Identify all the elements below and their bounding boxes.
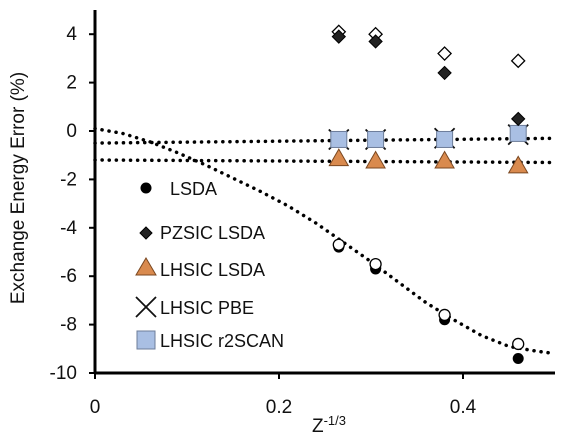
data-points (328, 24, 529, 364)
legend-item-lhsic-lsda: LHSIC LSDA (135, 257, 265, 280)
trendline-2 (93, 158, 557, 165)
lhsic-lsda-point-1 (365, 150, 386, 169)
y-tick-label: -10 (50, 363, 77, 384)
lhsic-r2scan-point-3 (509, 124, 527, 142)
pzsic-lsda-point-0 (331, 29, 347, 44)
y-axis-label: Exchange Energy Error (%) (8, 72, 29, 304)
legend-item-lhsic-pbe: LHSIC PBE (135, 296, 254, 318)
legend: LSDA PZSIC LSDA LHSIC LSDA LHSIC PBE LHS… (135, 179, 284, 351)
series-1-point-2 (438, 308, 451, 322)
legend-item-pzsic-lsda: PZSIC LSDA (139, 223, 265, 243)
series-1-point-3 (512, 337, 525, 351)
series-1-point-0 (332, 238, 345, 251)
lhsic-r2scan-point-1 (367, 130, 385, 148)
x-axis-label-base: Z (312, 416, 324, 436)
x-tick-label: 0.2 (266, 397, 292, 418)
y-tick-label: -2 (60, 169, 77, 190)
legend-marker-pzsic-lsda (139, 226, 153, 240)
legend-label-lsda: LSDA (170, 179, 217, 199)
x-tick-label: 0 (90, 397, 101, 418)
y-tick-label: -6 (60, 266, 77, 287)
y-tick-label: 2 (66, 73, 77, 94)
y-tick-label: -4 (60, 218, 77, 239)
lhsic-r2scan-point-0 (330, 130, 348, 148)
pzsic-lsda-point-3 (510, 111, 526, 127)
legend-marker-lsda (140, 182, 152, 194)
y-tick-label: 0 (66, 121, 77, 142)
trendline-0 (93, 126, 557, 356)
lhsic-lsda-point-2 (434, 150, 455, 169)
legend-label-pzsic-lsda: PZSIC LSDA (160, 223, 265, 243)
pzsic-lsda-point-2 (437, 65, 452, 81)
legend-marker-lhsic-lsda (135, 257, 157, 276)
legend-item-lhsic-r2scan: LHSIC r2SCAN (136, 330, 284, 351)
legend-label-lhsic-lsda: LHSIC LSDA (160, 260, 265, 280)
y-tick-label: 4 (66, 24, 77, 45)
x-axis-label: Z-1/3 (312, 413, 346, 436)
lsda-point-3 (512, 352, 524, 364)
legend-marker-lhsic-r2scan (136, 330, 156, 350)
x-tick-label: 0.4 (450, 397, 477, 418)
trendline-1 (93, 136, 557, 145)
pzsic-lsda-point-1 (368, 34, 383, 49)
legend-label-lhsic-pbe: LHSIC PBE (160, 298, 254, 318)
legend-label-lhsic-r2scan: LHSIC r2SCAN (160, 331, 284, 351)
y-tick-label: -8 (60, 315, 77, 336)
series-1-point-1 (369, 257, 382, 271)
lhsic-lsda-point-0 (328, 148, 350, 167)
x-axis-label-superscript: -1/3 (324, 413, 346, 428)
series-3-point-3 (510, 53, 526, 69)
trendlines (93, 126, 557, 356)
lhsic-lsda-point-3 (507, 155, 529, 174)
series-3-point-2 (437, 46, 453, 61)
lhsic-r2scan-point-2 (436, 130, 454, 148)
legend-item-lsda: LSDA (140, 179, 217, 199)
axes: 4 2 0 -2 -4 -6 -8 -10 0 0.2 0.4 (50, 10, 555, 418)
